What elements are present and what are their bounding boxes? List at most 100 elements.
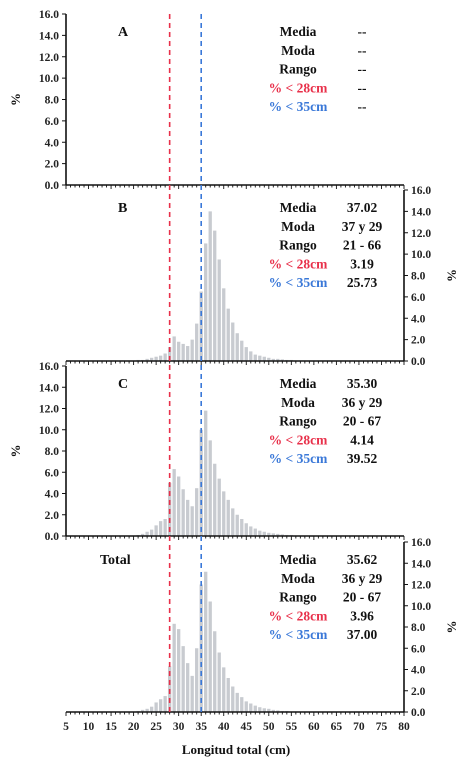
y-tick-label: 0.0 [411, 707, 426, 719]
y-tick-label: 12.0 [411, 228, 431, 240]
y-tick-label: 4.0 [411, 313, 426, 325]
histogram-bar [195, 648, 198, 712]
stat-label: % < 35cm [269, 99, 328, 114]
histogram-bar [245, 347, 248, 361]
y-tick-label: 10.0 [411, 249, 431, 261]
y-tick-label: 16.0 [39, 361, 59, 373]
x-tick-label: 45 [241, 721, 253, 733]
histogram-bar [186, 663, 189, 712]
histogram-bar [249, 704, 252, 713]
y-tick-label: 2.0 [45, 510, 60, 522]
histogram-bar [209, 602, 212, 713]
histogram-bar [249, 526, 252, 536]
histogram-bar [245, 523, 248, 536]
stat-label: % < 28cm [269, 432, 328, 447]
stat-label: Rango [279, 590, 317, 605]
histogram-bar [204, 243, 207, 361]
x-tick-label: 40 [218, 721, 230, 733]
y-tick-label: 2.0 [45, 159, 60, 171]
histogram-bar [182, 344, 185, 361]
panel-b: 0.02.04.06.08.010.012.014.016.0%B Media 37… [66, 185, 459, 368]
x-axis: 5 10 15 20 25 30 35 40 45 50 55 60 65 70 75 80 [63, 721, 410, 733]
stat-label: Rango [279, 414, 317, 429]
stat-label: Rango [279, 238, 317, 253]
stat-value: 36 y 29 [342, 571, 383, 586]
y-tick-label: 4.0 [411, 665, 426, 677]
y-tick-label: 10.0 [39, 73, 59, 85]
y-tick-label: 2.0 [411, 686, 426, 698]
histogram-bar [191, 340, 194, 361]
stat-value: 20 - 67 [343, 414, 381, 429]
panel-label: A [118, 25, 129, 40]
stat-value: 3.96 [350, 608, 374, 623]
y-tick-label: 6.0 [411, 643, 426, 655]
y-tick-label: 14.0 [39, 30, 59, 42]
y-tick-label: 8.0 [45, 95, 60, 107]
panel-total: 0.0 2.0 4.0 6.0 8.0 10.0 12.0 14.0 16.0% Total Med… [66, 537, 459, 719]
stat-value: 37 y 29 [342, 219, 383, 234]
histogram-bar [173, 469, 176, 536]
x-tick-label: 60 [308, 721, 320, 733]
y-tick-label: 8.0 [45, 446, 60, 458]
histogram-bar [227, 678, 230, 712]
histogram-bar [204, 411, 207, 536]
panel-label: C [118, 377, 128, 392]
stat-label: % < 28cm [269, 608, 328, 623]
stat-label: % < 35cm [269, 627, 328, 642]
stat-value: 36 y 29 [342, 395, 383, 410]
x-tick-label: 80 [398, 721, 410, 733]
stat-label: Rango [279, 62, 317, 77]
stat-label: % < 35cm [269, 451, 328, 466]
histogram-bar [173, 624, 176, 712]
x-tick-label: 10 [83, 721, 95, 733]
histogram-bar [222, 288, 225, 361]
y-tick-label: 8.0 [411, 622, 426, 634]
y-tick-label: 4.0 [45, 137, 60, 149]
stat-value: 37.02 [347, 200, 378, 215]
panel-a: 0.0 2.0 4.0 6.0 8.0 10.0 12.0 14.0 16.0% A Media --… [8, 9, 404, 192]
histogram-bar [159, 521, 162, 536]
stat-label: % < 28cm [269, 256, 328, 271]
x-tick-label: 70 [353, 721, 365, 733]
stat-label: % < 35cm [269, 275, 328, 290]
y-tick-label: 16.0 [411, 185, 431, 197]
histogram-bar [163, 519, 166, 536]
stat-value: 25.73 [347, 275, 378, 290]
histogram-bar [227, 500, 230, 536]
histogram-bar [245, 701, 248, 712]
panel-label: B [118, 201, 127, 216]
y-axis-label: % [444, 269, 459, 282]
histogram-bar [236, 693, 239, 712]
x-tick-label: 35 [195, 721, 207, 733]
histogram-bar [195, 324, 198, 361]
histogram-bar [218, 259, 221, 361]
stat-value: -- [358, 43, 367, 58]
histogram-bar [182, 489, 185, 536]
histogram-bar [182, 646, 185, 712]
histogram-bar [240, 341, 243, 361]
histogram-bar [236, 515, 239, 536]
stat-label: Media [280, 376, 317, 391]
stat-value: 3.19 [350, 256, 374, 271]
x-tick-label: 50 [263, 721, 275, 733]
stat-value: 35.62 [347, 552, 378, 567]
histogram-bar [240, 697, 243, 712]
histogram-bar [231, 687, 234, 713]
y-tick-label: 4.0 [45, 489, 60, 501]
y-tick-label: 6.0 [45, 116, 60, 128]
histogram-bar [227, 309, 230, 361]
panel-label: Total [100, 553, 131, 568]
panels-group: 0.0 2.0 4.0 6.0 8.0 10.0 12.0 14.0 16.0% A Media --… [8, 9, 459, 719]
histogram-bar [222, 491, 225, 536]
stat-value: 21 - 66 [343, 238, 381, 253]
histogram-bar [177, 477, 180, 537]
histogram-bar [213, 464, 216, 536]
x-tick-label: 75 [376, 721, 388, 733]
stat-label: Moda [281, 571, 315, 586]
y-tick-label: 16.0 [411, 537, 431, 549]
y-tick-label: 12.0 [39, 52, 59, 64]
histogram-bar [209, 211, 212, 361]
histogram-bar [177, 629, 180, 712]
y-axis-label: % [444, 621, 459, 634]
stat-value: 4.14 [350, 432, 374, 447]
